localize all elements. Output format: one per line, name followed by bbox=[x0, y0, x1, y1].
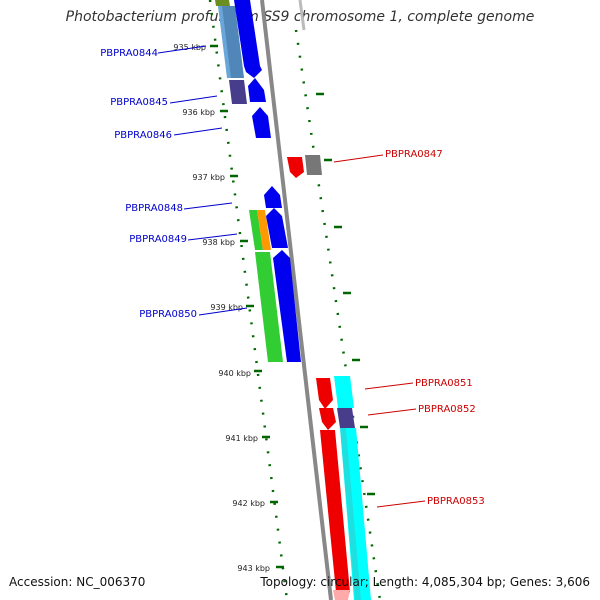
map-title: Photobacterium profundum SS9 chromosome … bbox=[65, 9, 535, 25]
gene-bar-pink-0853[interactable] bbox=[333, 590, 350, 600]
leader-line-0847 bbox=[333, 154, 384, 163]
gene-bar-gray-0847[interactable] bbox=[305, 155, 322, 175]
topology-text: Topology: circular; Length: 4,085,304 bp… bbox=[260, 575, 590, 589]
leader-line-0846 bbox=[173, 127, 223, 136]
leader-line-0849 bbox=[187, 233, 238, 241]
gene-label-0848[interactable]: PBPRA0848 bbox=[125, 203, 183, 214]
leader-line-0853 bbox=[376, 500, 426, 508]
chromosome-backbone bbox=[260, 0, 333, 600]
gene-arrow-0844[interactable] bbox=[234, 0, 262, 78]
gene-bar-red-0853[interactable] bbox=[320, 430, 350, 600]
gene-bar-purple-0845[interactable] bbox=[229, 80, 247, 104]
gene-arrow-0846[interactable] bbox=[252, 107, 271, 138]
gene-bar-green-0849[interactable] bbox=[249, 210, 263, 250]
leader-line-0852 bbox=[367, 408, 417, 416]
leader-line-0850 bbox=[198, 307, 248, 316]
accession-text: Accession: NC_006370 bbox=[9, 575, 146, 589]
gene-label-0850[interactable]: PBPRA0850 bbox=[139, 309, 197, 320]
kbp-label: 943 kbp bbox=[237, 564, 270, 573]
leader-line-0844 bbox=[157, 45, 207, 54]
kbp-label: 938 kbp bbox=[202, 238, 235, 247]
leader-lines bbox=[157, 45, 426, 508]
gene-label-0852[interactable]: PBPRA0852 bbox=[418, 404, 476, 415]
gene-label-0846[interactable]: PBPRA0846 bbox=[114, 130, 172, 141]
gene-arrow-0845[interactable] bbox=[248, 78, 266, 102]
kbp-tick-group bbox=[210, 44, 375, 569]
gene-label-0847[interactable]: PBPRA0847 bbox=[385, 149, 443, 160]
gene-arrow-0847[interactable] bbox=[287, 157, 304, 178]
kbp-label: 942 kbp bbox=[232, 499, 265, 508]
kbp-label: 937 kbp bbox=[192, 173, 225, 182]
gene-label-0851[interactable]: PBPRA0851 bbox=[415, 378, 473, 389]
leader-line-0845 bbox=[169, 95, 218, 104]
kbp-label: 936 kbp bbox=[182, 108, 215, 117]
gene-olive-cap[interactable] bbox=[215, 0, 230, 6]
gene-bar-orange-0849[interactable] bbox=[257, 210, 271, 250]
gene-arrow-0849[interactable] bbox=[266, 208, 288, 248]
faint-track bbox=[298, 0, 306, 31]
gene-label-0849[interactable]: PBPRA0849 bbox=[129, 234, 187, 245]
gene-arrow-0851[interactable] bbox=[316, 378, 333, 409]
gene-arrow-0850[interactable] bbox=[273, 250, 301, 362]
kbp-label: 941 kbp bbox=[225, 434, 258, 443]
gene-label-0844[interactable]: PBPRA0844 bbox=[100, 48, 158, 59]
leader-line-0848 bbox=[183, 202, 233, 210]
gene-bar-cyan-0851[interactable] bbox=[334, 376, 354, 408]
gene-label-0853[interactable]: PBPRA0853 bbox=[427, 496, 485, 507]
gene-bar-steelblue-0844[interactable] bbox=[222, 6, 244, 78]
leader-line-0851 bbox=[364, 382, 414, 390]
kbp-label: 939 kbp bbox=[210, 303, 243, 312]
kbp-label: 935 kbp bbox=[173, 43, 206, 52]
gene-bar-green-0850[interactable] bbox=[255, 252, 283, 362]
gene-arrow-0848[interactable] bbox=[264, 186, 282, 208]
gene-arrow-0852[interactable] bbox=[319, 408, 336, 430]
gene-bar-cyan-shade-0853[interactable] bbox=[340, 428, 361, 600]
gene-label-0845[interactable]: PBPRA0845 bbox=[110, 97, 168, 108]
kbp-label: 940 kbp bbox=[218, 369, 251, 378]
gene-bar-purple-0852[interactable] bbox=[337, 408, 355, 428]
